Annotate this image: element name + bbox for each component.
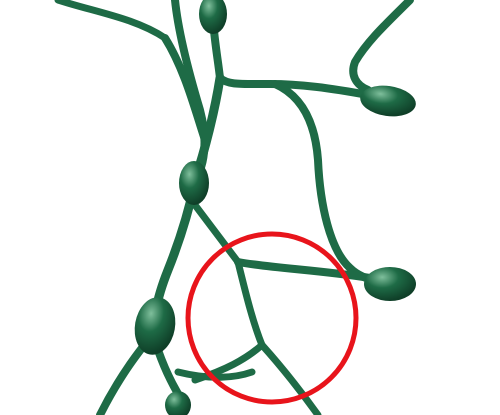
swollen-node-icon-right-upper (360, 85, 416, 117)
swollen-node-icon-center (179, 161, 209, 205)
branch-circle-lower-right (258, 341, 322, 415)
branch-bottom-left-3 (174, 368, 256, 381)
branch-circle-vertical (234, 258, 266, 349)
swollen-node-icon-bottom (165, 391, 191, 415)
swollen-node-icon-left-lower (134, 297, 176, 355)
branch-upper-left-1 (54, 0, 169, 42)
branch-circle-entry (191, 201, 242, 266)
swollen-node-icon-right-lower (364, 267, 416, 301)
branch-middle-horizontal (216, 74, 372, 99)
circle-highlight-icon (185, 231, 359, 405)
branch-top-right (349, 0, 414, 94)
swollen-node-icon-top (199, 0, 227, 34)
nodes (134, 0, 416, 415)
branch-circle-horizontal (234, 258, 374, 282)
branch-network (54, 0, 414, 415)
